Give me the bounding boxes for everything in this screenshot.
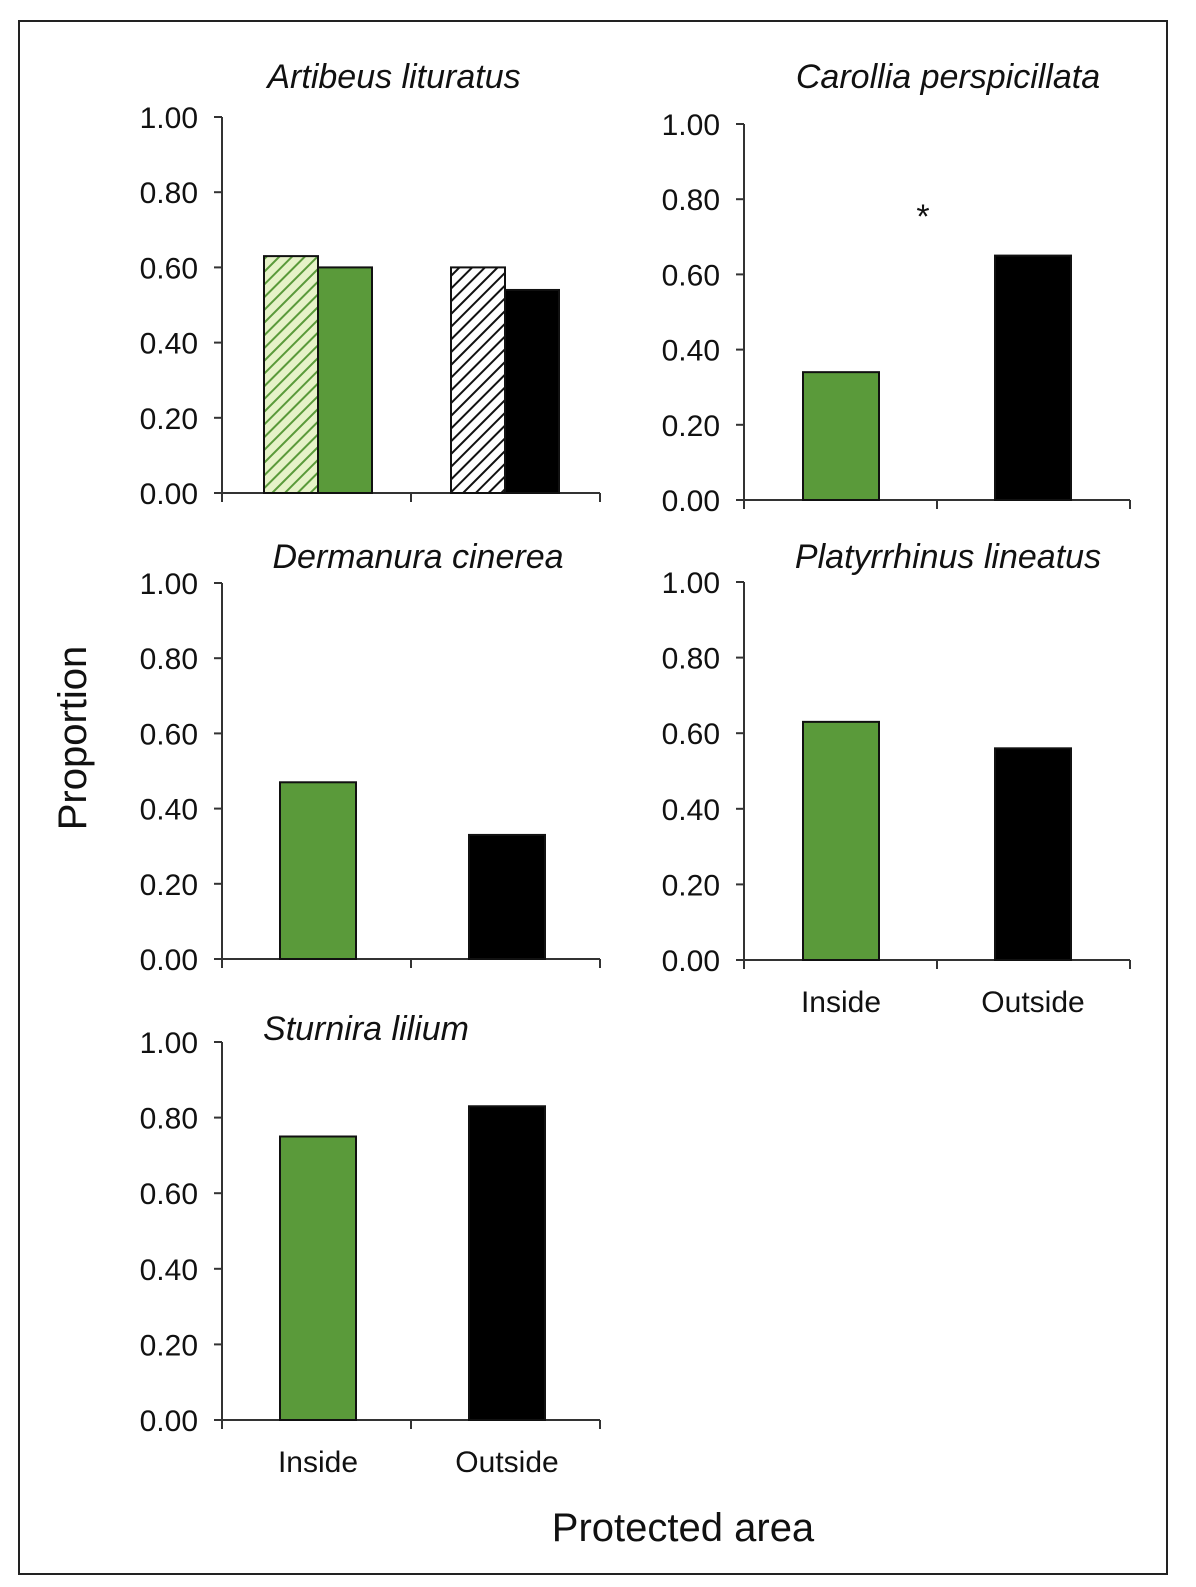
bar-outside-solid (504, 288, 560, 494)
y-tick-label: 0.80 (140, 1103, 198, 1136)
y-tick-label: 0.80 (662, 184, 720, 217)
bar-outside-hatched (450, 266, 506, 494)
y-tick-label: 0.40 (140, 328, 198, 361)
y-tick-label: 0.20 (662, 410, 720, 443)
y-tick-label: 1.00 (662, 109, 720, 142)
figure-frame (18, 20, 1168, 1575)
bar-inside (279, 781, 357, 961)
chart-panel: Sturnira lilium 0.00 0.20 0.40 0.60 0.80 1.00 I… (140, 1010, 601, 1479)
bar-outside (468, 1105, 546, 1421)
y-tick-label: 0.80 (662, 643, 720, 676)
y-tick-label: 0.20 (140, 403, 198, 436)
chart-panel: Platyrrhinus lineatus 0.00 0.20 0.40 0.60 0.8… (662, 538, 1131, 1019)
y-tick-label: 1.00 (662, 567, 720, 600)
y-tick-label: 0.60 (140, 252, 198, 285)
panel-title: Platyrrhinus lineatus (795, 538, 1101, 576)
y-tick-label: 0.80 (140, 643, 198, 676)
x-axis-title: Protected area (552, 1506, 815, 1550)
y-axis-title: Proportion (51, 646, 95, 831)
bar-inside-solid (317, 266, 373, 494)
y-tick-label: 0.60 (140, 1178, 198, 1211)
y-tick-label: 0.40 (140, 794, 198, 827)
bar-inside (279, 1135, 357, 1421)
category-label-inside: Inside (801, 986, 881, 1019)
y-tick-label: 0.40 (140, 1254, 198, 1287)
panel-title: Sturnira lilium (263, 1010, 469, 1048)
y-tick-label: 1.00 (140, 568, 198, 601)
y-tick-label: 1.00 (140, 1027, 198, 1060)
y-tick-label: 1.00 (140, 102, 198, 135)
panel-title: Carollia perspicillata (796, 58, 1100, 96)
y-tick-label: 0.00 (140, 944, 198, 977)
bar-inside-hatched (263, 255, 319, 494)
y-tick-label: 0.00 (662, 945, 720, 978)
y-tick-label: 0.20 (140, 869, 198, 902)
y-tick-label: 0.60 (140, 718, 198, 751)
bar-outside (994, 747, 1072, 961)
y-tick-label: 0.40 (662, 335, 720, 368)
y-tick-label: 0.00 (140, 1405, 198, 1438)
bar-inside (802, 371, 880, 501)
y-tick-label: 0.40 (662, 794, 720, 827)
bar-outside (994, 254, 1072, 501)
panel-title: Artibeus lituratus (265, 58, 520, 96)
y-tick-label: 0.60 (662, 259, 720, 292)
bar-outside (468, 833, 546, 960)
category-label-inside: Inside (278, 1446, 358, 1479)
chart-panels: Artibeus lituratus 0.00 0.20 0.40 0.60 0.80 1.… (140, 58, 1131, 1479)
significance-marker: * (916, 198, 929, 236)
y-tick-label: 0.00 (662, 485, 720, 518)
panel-title: Dermanura cinerea (272, 538, 563, 576)
y-tick-label: 0.60 (662, 718, 720, 751)
chart-panel: Dermanura cinerea 0.00 0.20 0.40 0.60 0.80 1.0… (140, 538, 601, 977)
category-label-outside: Outside (455, 1446, 558, 1479)
chart-panel: Carollia perspicillata 0.00 0.20 0.40 0.60 0.… (662, 58, 1131, 518)
bar-inside (802, 720, 880, 961)
y-tick-label: 0.20 (662, 869, 720, 902)
y-tick-label: 0.80 (140, 177, 198, 210)
category-label-outside: Outside (981, 986, 1084, 1019)
chart-panel: Artibeus lituratus 0.00 0.20 0.40 0.60 0.80 1.… (140, 58, 601, 511)
y-tick-label: 0.00 (140, 478, 198, 511)
y-tick-label: 0.20 (140, 1329, 198, 1362)
